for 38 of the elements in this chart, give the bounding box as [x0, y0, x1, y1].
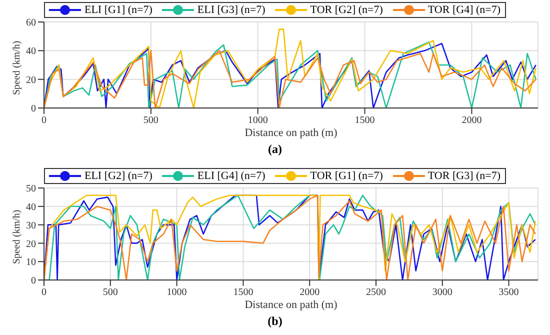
legend-label: TOR [G2] (n=7) — [310, 4, 383, 16]
y-tick-label: 50 — [26, 184, 36, 195]
x-tick-label: 500 — [102, 287, 118, 298]
x-tick-label: 1500 — [354, 115, 375, 126]
x-tick-label: 2000 — [462, 115, 482, 126]
legend-label: ELI [G3] (n=7) — [197, 4, 266, 16]
y-tick-label: 60 — [26, 18, 36, 29]
x-tick-label: 3000 — [432, 287, 452, 298]
x-tick-label: 1000 — [248, 115, 268, 126]
y-tick-label: 0 — [31, 276, 36, 287]
legend-label: TOR [G3] (n=7) — [428, 170, 501, 182]
x-tick-label: 2000 — [300, 287, 320, 298]
y-axis-title: Speed (km/h) — [12, 210, 23, 264]
x-tick-label: 1500 — [233, 287, 254, 298]
text: (b) — [266, 314, 284, 328]
legend-label: TOR [G1] (n=7) — [310, 170, 383, 182]
legend-label: TOR [G4] (n=7) — [428, 4, 501, 16]
y-axis-title: Speed (km/h) — [12, 40, 23, 95]
legend-label: ELI [G2] (n=7) — [84, 170, 152, 182]
y-tick-label: 40 — [26, 202, 36, 213]
legend-label: ELI [G4] (n=7) — [197, 170, 266, 182]
line-series — [44, 194, 536, 280]
x-tick-label: 1000 — [166, 287, 187, 298]
x-tick-label: 0 — [42, 115, 46, 126]
x-tick-label: 0 — [42, 287, 46, 298]
legend-label: ELI [G1] (n=7) — [84, 4, 152, 16]
y-tick-label: 20 — [26, 238, 36, 250]
y-tick-label: 30 — [26, 220, 36, 232]
x-axis-title: Distance on path (m) — [244, 127, 338, 139]
x-tick-label: 3500 — [498, 287, 519, 298]
y-tick-label: 0 — [31, 104, 36, 115]
x-tick-label: 500 — [143, 115, 158, 126]
y-tick-label: 40 — [26, 46, 36, 58]
x-axis-title: Distance on path (m) — [244, 299, 338, 311]
text: (a) — [267, 142, 283, 156]
x-tick-label: 2500 — [366, 287, 386, 298]
y-tick-label: 20 — [26, 74, 36, 86]
y-tick-label: 10 — [26, 257, 36, 268]
